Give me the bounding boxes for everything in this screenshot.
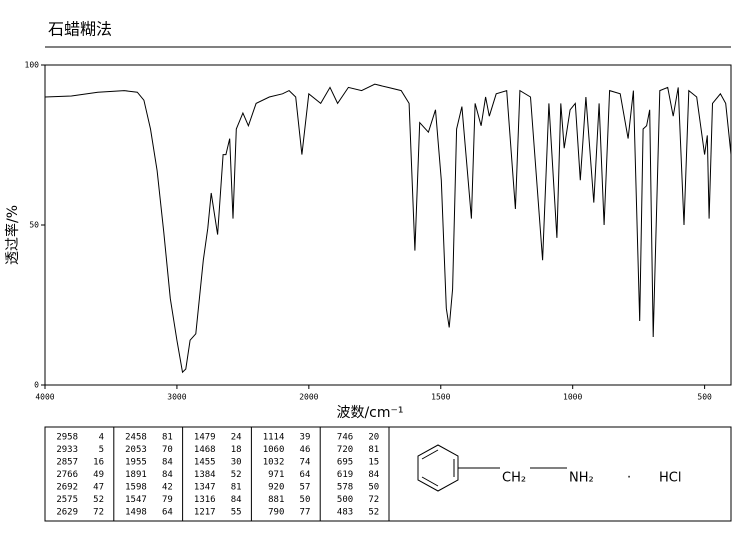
benzene-ring: [417, 444, 459, 492]
peak-wavenumber: 2958: [56, 433, 78, 443]
peak-wavenumber: 881: [268, 495, 284, 505]
peak-transmittance: 39: [300, 433, 311, 443]
peak-transmittance: 55: [231, 508, 242, 518]
peak-transmittance: 81: [162, 433, 173, 443]
peak-wavenumber: 1217: [194, 508, 216, 518]
chart-title: 石蜡糊法: [48, 20, 112, 39]
peak-wavenumber: 1060: [263, 445, 285, 455]
peak-transmittance: 72: [93, 508, 104, 518]
peak-transmittance: 15: [368, 458, 379, 468]
peak-wavenumber: 720: [337, 445, 353, 455]
peak-wavenumber: 1455: [194, 458, 216, 468]
peak-transmittance: 50: [300, 495, 311, 505]
peak-transmittance: 81: [231, 483, 242, 493]
x-axis-label: 波数/cm⁻¹: [336, 405, 403, 421]
peak-transmittance: 74: [300, 458, 311, 468]
peak-wavenumber: 1955: [125, 458, 147, 468]
peak-transmittance: 79: [162, 495, 173, 505]
peak-wavenumber: 2692: [56, 483, 78, 493]
peak-wavenumber: 1479: [194, 433, 216, 443]
peak-transmittance: 49: [93, 470, 104, 480]
peak-wavenumber: 619: [337, 470, 353, 480]
group-label: NH₂: [569, 471, 594, 486]
peak-transmittance: 42: [162, 483, 173, 493]
y-tick-label: 50: [29, 221, 39, 230]
peak-wavenumber: 2458: [125, 433, 147, 443]
peak-wavenumber: 2933: [56, 445, 78, 455]
peak-transmittance: 84: [162, 470, 173, 480]
peak-transmittance: 20: [368, 433, 379, 443]
peak-transmittance: 84: [162, 458, 173, 468]
peak-transmittance: 24: [231, 433, 242, 443]
peak-transmittance: 52: [93, 495, 104, 505]
peak-wavenumber: 2766: [56, 470, 78, 480]
peak-transmittance: 57: [300, 483, 311, 493]
peak-wavenumber: 1891: [125, 470, 147, 480]
dot-label: ·: [627, 471, 631, 486]
peak-transmittance: 84: [368, 470, 379, 480]
peak-transmittance: 18: [231, 445, 242, 455]
peak-wavenumber: 2629: [56, 508, 78, 518]
structure: CH₂ NH₂ · HCl: [417, 444, 681, 492]
peak-wavenumber: 1347: [194, 483, 216, 493]
x-tick-label: 3000: [167, 393, 186, 402]
peak-wavenumber: 1547: [125, 495, 147, 505]
table-frame: [44, 426, 732, 522]
salt-label: HCl: [659, 471, 681, 486]
peak-wavenumber: 971: [268, 470, 284, 480]
group-label: CH₂: [502, 471, 526, 486]
peak-transmittance: 52: [368, 508, 379, 518]
peak-wavenumber: 920: [268, 483, 284, 493]
peak-wavenumber: 500: [337, 495, 353, 505]
peak-wavenumber: 746: [337, 433, 353, 443]
peak-transmittance: 30: [231, 458, 242, 468]
peak-transmittance: 46: [300, 445, 311, 455]
peak-wavenumber: 1498: [125, 508, 147, 518]
peak-transmittance: 64: [162, 508, 173, 518]
peak-transmittance: 81: [368, 445, 379, 455]
peak-transmittance: 4: [99, 433, 104, 443]
peak-wavenumber: 483: [337, 508, 353, 518]
y-tick-label: 0: [34, 381, 39, 390]
peak-wavenumber: 2575: [56, 495, 78, 505]
x-tick-label: 1000: [563, 393, 582, 402]
y-tick-label: 100: [25, 61, 40, 70]
spectrum-line: [44, 83, 732, 374]
x-tick-label: 4000: [35, 393, 54, 402]
peak-wavenumber: 790: [268, 508, 284, 518]
peak-wavenumber: 1032: [263, 458, 285, 468]
peak-wavenumber: 1114: [263, 433, 285, 443]
peak-wavenumber: 2857: [56, 458, 78, 468]
peak-transmittance: 50: [368, 483, 379, 493]
peak-transmittance: 64: [300, 470, 311, 480]
peak-transmittance: 16: [93, 458, 104, 468]
peak-transmittance: 72: [368, 495, 379, 505]
x-tick-label: 2000: [299, 393, 318, 402]
peak-wavenumber: 1468: [194, 445, 216, 455]
peak-transmittance: 5: [99, 445, 104, 455]
peak-transmittance: 77: [300, 508, 311, 518]
peak-wavenumber: 1316: [194, 495, 216, 505]
peak-wavenumber: 1384: [194, 470, 216, 480]
x-tick-label: 1500: [431, 393, 450, 402]
peak-wavenumber: 1598: [125, 483, 147, 493]
x-tick-label: 500: [697, 393, 712, 402]
y-axis-label: 透过率/%: [4, 205, 21, 265]
peak-wavenumber: 695: [337, 458, 353, 468]
peak-wavenumber: 578: [337, 483, 353, 493]
ring-bond: [421, 449, 439, 460]
peak-transmittance: 52: [231, 470, 242, 480]
plot-frame: [44, 64, 732, 386]
peak-transmittance: 84: [231, 495, 242, 505]
ring-bond: [421, 476, 439, 487]
peak-wavenumber: 2053: [125, 445, 147, 455]
peak-transmittance: 47: [93, 483, 104, 493]
peak-transmittance: 70: [162, 445, 173, 455]
